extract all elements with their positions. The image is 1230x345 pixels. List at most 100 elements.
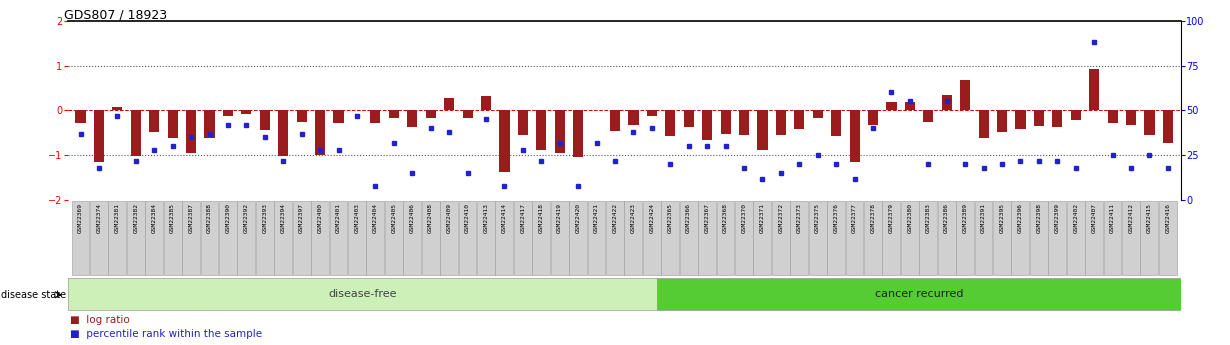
Text: GSM22400: GSM22400 [317, 203, 322, 233]
Bar [112, 107, 123, 110]
Bar [1052, 110, 1063, 127]
Bar [979, 110, 989, 138]
Text: GSM22375: GSM22375 [815, 203, 820, 233]
Bar [93, 110, 105, 162]
Text: GSM22369: GSM22369 [77, 203, 84, 233]
Bar [900, 201, 919, 275]
Bar [956, 201, 974, 275]
Text: GSM22377: GSM22377 [852, 203, 857, 233]
Text: GSM22392: GSM22392 [244, 203, 248, 233]
Text: GSM22366: GSM22366 [686, 203, 691, 233]
Bar [352, 109, 362, 110]
Bar [662, 201, 679, 275]
Bar [444, 98, 454, 110]
Text: GSM22376: GSM22376 [834, 203, 839, 233]
Bar [808, 201, 827, 275]
Text: ■  log ratio: ■ log ratio [70, 315, 130, 325]
Bar [882, 201, 900, 275]
Bar [200, 201, 219, 275]
Bar [385, 201, 402, 275]
Bar [610, 110, 620, 131]
Text: GSM22372: GSM22372 [779, 203, 784, 233]
Bar [186, 110, 197, 153]
Text: GSM22383: GSM22383 [926, 203, 931, 233]
Bar [736, 201, 753, 275]
Text: GSM22419: GSM22419 [557, 203, 562, 233]
Text: GSM22398: GSM22398 [1037, 203, 1042, 233]
Text: GSM22415: GSM22415 [1146, 203, 1153, 233]
Text: GSM22365: GSM22365 [668, 203, 673, 233]
Text: GSM22390: GSM22390 [225, 203, 230, 233]
Text: GSM22421: GSM22421 [594, 203, 599, 233]
Bar [149, 110, 160, 132]
Bar [827, 201, 845, 275]
Text: GSM22414: GSM22414 [502, 203, 507, 233]
Bar [459, 201, 476, 275]
Bar [1034, 110, 1044, 126]
Bar [776, 110, 786, 135]
Bar [462, 110, 472, 118]
Text: GSM22387: GSM22387 [188, 203, 193, 233]
Bar [942, 95, 952, 110]
Bar [127, 201, 145, 275]
Bar [518, 110, 528, 135]
Text: GSM22391: GSM22391 [982, 203, 986, 233]
Text: GSM22403: GSM22403 [354, 203, 359, 233]
Text: GSM22378: GSM22378 [871, 203, 876, 233]
Bar [680, 201, 697, 275]
Text: GSM22370: GSM22370 [742, 203, 747, 233]
Text: GSM22384: GSM22384 [151, 203, 156, 233]
Bar [1140, 201, 1159, 275]
Bar [754, 201, 771, 275]
Bar [1066, 201, 1085, 275]
Bar [905, 102, 915, 110]
Bar [702, 110, 712, 140]
Text: GSM22395: GSM22395 [1000, 203, 1005, 233]
Text: GSM22416: GSM22416 [1165, 203, 1171, 233]
Bar [625, 201, 642, 275]
Text: disease-free: disease-free [328, 289, 397, 299]
Text: GSM22382: GSM22382 [133, 203, 138, 233]
Text: GSM22404: GSM22404 [373, 203, 378, 233]
Bar [863, 201, 882, 275]
Text: GSM22393: GSM22393 [262, 203, 267, 233]
Bar [496, 201, 513, 275]
Text: GSM22394: GSM22394 [280, 203, 285, 233]
Text: GSM22388: GSM22388 [207, 203, 212, 233]
Bar [684, 110, 694, 127]
Bar [167, 110, 178, 138]
Bar [403, 201, 421, 275]
Bar [348, 201, 365, 275]
Bar [555, 110, 565, 153]
Bar [274, 201, 292, 275]
Bar [241, 110, 251, 114]
Text: GSM22407: GSM22407 [1092, 203, 1097, 233]
Bar [721, 110, 731, 134]
Bar [657, 278, 1181, 310]
Text: GDS807 / 18923: GDS807 / 18923 [64, 9, 167, 22]
Bar [665, 110, 675, 136]
Bar [514, 201, 531, 275]
Bar [477, 201, 494, 275]
Bar [223, 110, 232, 116]
Text: GSM22401: GSM22401 [336, 203, 341, 233]
Bar [887, 102, 897, 110]
Text: cancer recurred: cancer recurred [875, 289, 963, 299]
Text: GSM22420: GSM22420 [576, 203, 581, 233]
Text: GSM22413: GSM22413 [483, 203, 488, 233]
Bar [536, 110, 546, 150]
Text: GSM22397: GSM22397 [299, 203, 304, 233]
Bar [164, 201, 182, 275]
Text: GSM22381: GSM22381 [114, 203, 119, 233]
Bar [440, 201, 458, 275]
Bar [739, 110, 749, 135]
Bar [1103, 201, 1122, 275]
Bar [1070, 110, 1081, 120]
Bar [1030, 201, 1048, 275]
Text: GSM22422: GSM22422 [613, 203, 617, 233]
Bar [592, 109, 601, 110]
Bar [868, 110, 878, 125]
Bar [71, 201, 90, 275]
Bar [278, 110, 288, 156]
Bar [1089, 69, 1100, 110]
